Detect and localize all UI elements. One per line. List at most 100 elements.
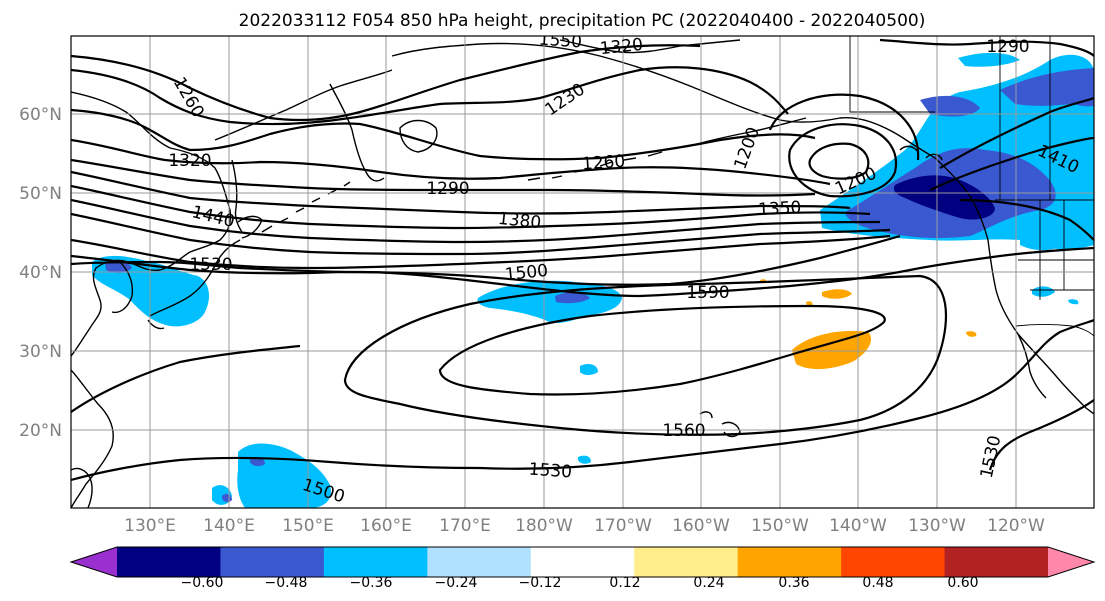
contour-line [808, 142, 870, 180]
coast-china-south [71, 369, 114, 508]
lon-label: 150°E [282, 516, 334, 536]
precip-area-alaska-edge [958, 52, 1020, 67]
colorbar-segment [117, 547, 222, 577]
contour-line [71, 44, 701, 122]
coast-kamchatka [329, 83, 385, 182]
coastlines [71, 39, 1094, 508]
precip-area-neg-small-mexico [1032, 286, 1055, 297]
precip-area-pnw-inland [1020, 218, 1075, 251]
contour-line [639, 246, 1094, 298]
lon-label: 170°E [439, 516, 491, 536]
precip-area-neg-small-5 [1068, 299, 1079, 305]
colorbar-tick-label: 0.60 [947, 575, 978, 591]
contour-line [988, 399, 1094, 471]
contour-line [71, 234, 891, 270]
lat-label: 40°N [19, 263, 62, 283]
height-contours [71, 38, 1094, 482]
contour-line [71, 66, 789, 126]
coast-na-west [934, 157, 1094, 415]
contour-label: 1500 [504, 261, 549, 285]
lon-label: 120°W [987, 516, 1045, 536]
colorbar: −0.60 −0.48 −0.36 −0.24 −0.12 0.12 0.24 … [69, 546, 1096, 591]
contour-line [788, 123, 898, 198]
coast-okhotsk-north [214, 69, 393, 141]
contour-label: 1290 [426, 179, 469, 199]
precip-area-small-1 [580, 364, 598, 375]
lat-label: 30°N [19, 342, 62, 362]
contour-label: 1550 [538, 30, 583, 53]
border-alaska-canada [849, 36, 935, 113]
lat-label: 50°N [19, 184, 62, 204]
colorbar-extend-low [71, 547, 117, 577]
map-title: 2022033112 F054 850 hPa height, precipit… [239, 11, 926, 31]
colorbar-segment [220, 547, 325, 577]
contour-label: 1350 [758, 198, 802, 220]
precip-area-korea-japan [92, 255, 210, 327]
precip-area-pos-small-1 [822, 289, 852, 299]
colorbar-segment [323, 547, 428, 577]
colorbar-segment [530, 547, 635, 577]
lon-label: 130°W [908, 516, 966, 536]
contour-line [71, 234, 901, 286]
colorbar-segment [737, 547, 842, 577]
precip-area-pos-small-3 [966, 331, 977, 337]
colorbar-segment [944, 547, 1049, 577]
coast-sakhalin [231, 159, 243, 233]
contour-line [71, 212, 891, 256]
lon-label: 150°W [751, 516, 809, 536]
contour-line [71, 318, 1094, 482]
contour-line [959, 198, 1094, 241]
border-canada-provinces [999, 36, 1051, 200]
colorbar-tick-label: −0.60 [181, 575, 224, 591]
lon-label: 160°E [360, 516, 412, 536]
lon-label: 160°W [672, 516, 730, 536]
coast-baja [1017, 333, 1047, 399]
contour-line [768, 93, 920, 161]
colorbar-tick-label: −0.24 [435, 575, 478, 591]
colorbar-outline [69, 546, 1096, 578]
contour-line [71, 184, 871, 230]
contour-line [939, 96, 1094, 169]
contour-label: 1530 [189, 255, 232, 275]
precip-area-alaska-panhandle [920, 95, 980, 117]
graticule [71, 36, 1094, 508]
lon-label: 170°W [594, 516, 652, 536]
contour-label: 1320 [168, 151, 211, 171]
lon-label: 140°W [829, 516, 887, 536]
coast-asia-mainland [71, 91, 232, 357]
colorbar-tick-labels: −0.60 −0.48 −0.36 −0.24 −0.12 0.12 0.24 … [181, 575, 979, 591]
precip-area-central-pacific-core [555, 292, 590, 304]
contour-line [71, 158, 816, 197]
contour-line [343, 274, 948, 436]
border-usa-mexico [1015, 324, 1094, 337]
precip-area-pos-east-pacific [792, 330, 872, 370]
colorbar-tick-label: −0.12 [519, 575, 562, 591]
coast-philippines [71, 467, 93, 508]
coast-japan-honshu [149, 239, 241, 317]
contour-label: 1590 [686, 283, 729, 303]
latitude-labels: 60°N 50°N 40°N 30°N 20°N [19, 105, 62, 441]
lon-label: 180°W [515, 516, 573, 536]
colorbar-tick-label: −0.48 [265, 575, 308, 591]
contour-label: 1530 [528, 460, 573, 483]
colorbar-tick-label: −0.36 [350, 575, 393, 591]
colorbar-segments [69, 546, 1096, 578]
contour-line [929, 136, 1094, 191]
colorbar-extend-high [1048, 547, 1094, 577]
contour-line [71, 138, 831, 186]
precip-area-central-pacific [477, 280, 622, 323]
colorbar-tick-label: 0.12 [609, 575, 640, 591]
lon-label: 140°E [203, 516, 255, 536]
contour-label: 1320 [599, 35, 644, 59]
contour-line [438, 304, 886, 396]
colorbar-segment [634, 547, 739, 577]
contour-line [879, 38, 1094, 57]
contour-line [71, 344, 301, 413]
map-panel: 1550 1320 1290 1260 1230 1260 1200 1320 … [71, 30, 1094, 508]
contour-label: 1560 [662, 421, 705, 441]
contour-line [71, 198, 881, 244]
contour-label: 1380 [497, 209, 542, 233]
coast-alaska-north [559, 39, 741, 54]
coast-alaska-peninsula [689, 117, 807, 147]
